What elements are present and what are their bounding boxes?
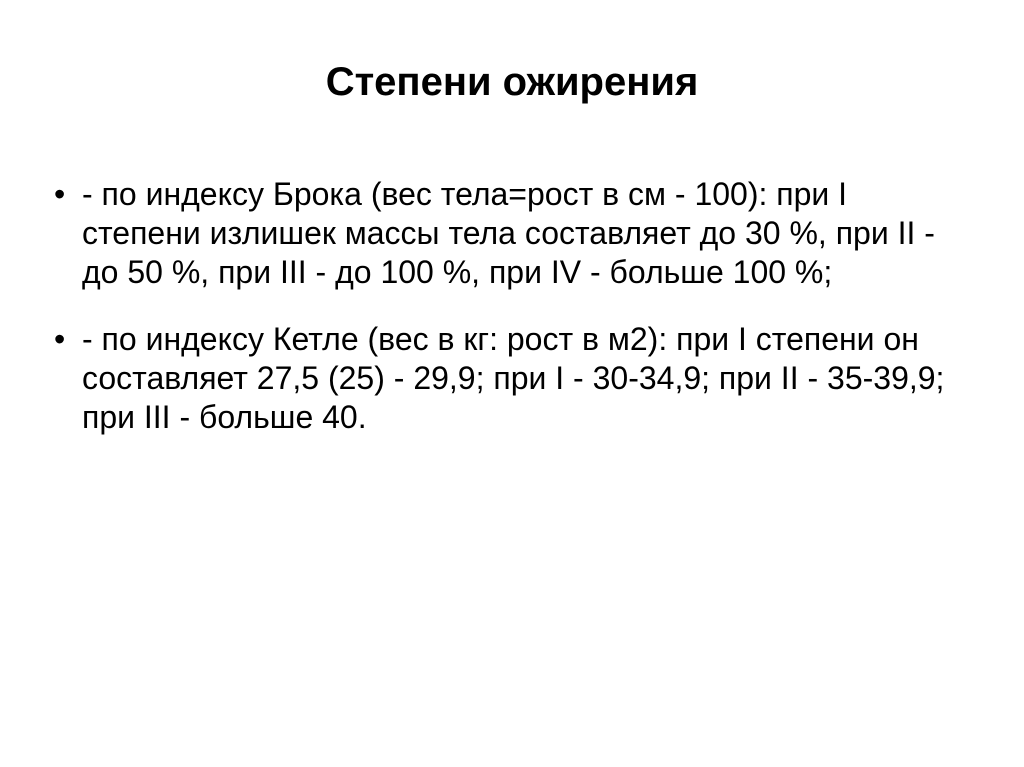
bullet-item: - по индексу Кетле (вес в кг: рост в м2)…: [82, 320, 974, 437]
bullet-list: - по индексу Брока (вес тела=рост в см -…: [50, 175, 974, 437]
bullet-item: - по индексу Брока (вес тела=рост в см -…: [82, 175, 974, 292]
slide-title: Степени ожирения: [50, 60, 974, 105]
